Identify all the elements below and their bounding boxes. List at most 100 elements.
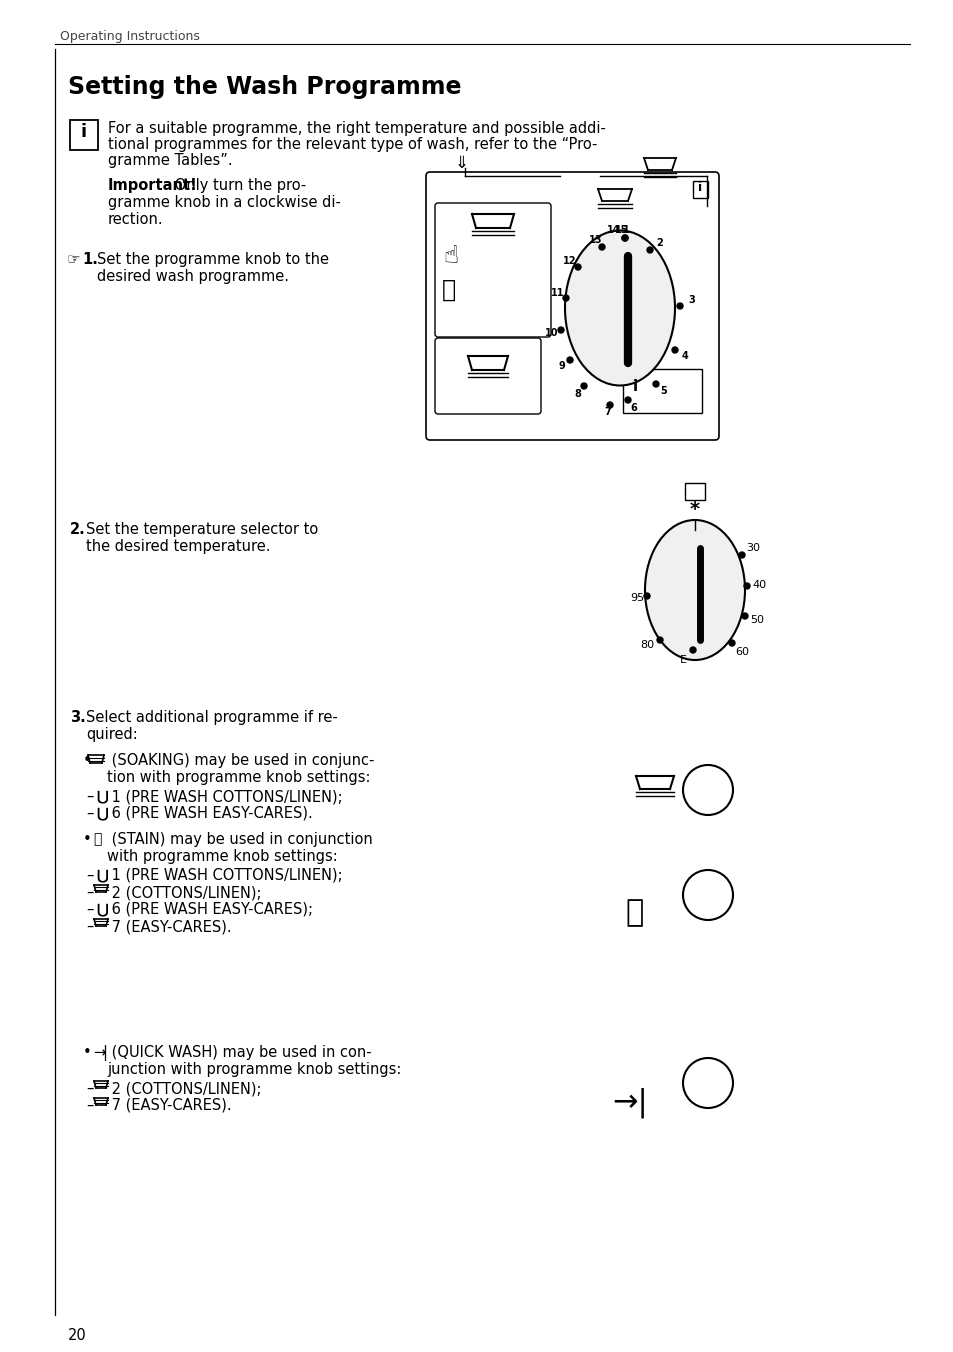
Circle shape xyxy=(671,347,678,353)
Text: 14: 14 xyxy=(607,224,620,235)
Text: the desired temperature.: the desired temperature. xyxy=(86,539,271,554)
Text: 6 (PRE WASH EASY-CARES);: 6 (PRE WASH EASY-CARES); xyxy=(107,902,313,917)
Text: tion with programme knob settings:: tion with programme knob settings: xyxy=(107,771,370,786)
Text: –: – xyxy=(86,790,93,804)
Text: →: → xyxy=(92,1045,106,1060)
Text: tional programmes for the relevant type of wash, refer to the “Pro-: tional programmes for the relevant type … xyxy=(108,137,597,151)
Text: 1.: 1. xyxy=(82,251,98,266)
Text: –: – xyxy=(86,902,93,917)
Circle shape xyxy=(575,264,580,270)
Text: –: – xyxy=(86,1098,93,1113)
Text: 3: 3 xyxy=(688,295,695,306)
Text: Operating Instructions: Operating Instructions xyxy=(60,30,200,43)
Text: quired:: quired: xyxy=(86,727,137,742)
Text: ☞: ☞ xyxy=(67,251,81,266)
Circle shape xyxy=(624,397,630,403)
Text: 6 (PRE WASH EASY-CARES).: 6 (PRE WASH EASY-CARES). xyxy=(107,806,313,821)
FancyBboxPatch shape xyxy=(622,369,701,412)
Circle shape xyxy=(652,381,659,387)
Circle shape xyxy=(621,235,627,241)
Text: 40: 40 xyxy=(752,580,766,589)
FancyBboxPatch shape xyxy=(435,203,551,337)
Text: 2: 2 xyxy=(656,238,662,247)
Text: 6: 6 xyxy=(630,403,637,412)
Text: 30: 30 xyxy=(745,544,760,553)
Text: *: * xyxy=(689,500,700,519)
Circle shape xyxy=(682,1059,732,1109)
Circle shape xyxy=(657,637,662,644)
Text: –: – xyxy=(86,886,93,900)
Text: •: • xyxy=(83,753,91,768)
Text: i: i xyxy=(698,181,701,193)
Text: gramme Tables”.: gramme Tables”. xyxy=(108,153,233,168)
Text: Set the temperature selector to: Set the temperature selector to xyxy=(86,522,318,537)
Circle shape xyxy=(598,243,604,250)
Circle shape xyxy=(558,327,563,333)
Circle shape xyxy=(646,247,652,253)
FancyBboxPatch shape xyxy=(435,338,540,414)
Circle shape xyxy=(682,869,732,919)
Text: ⋃: ⋃ xyxy=(96,790,108,803)
Text: ⛹: ⛹ xyxy=(625,898,643,927)
Circle shape xyxy=(728,639,734,646)
Text: 5: 5 xyxy=(659,387,667,396)
Circle shape xyxy=(606,402,613,408)
Text: 2 (COTTONS/LINEN);: 2 (COTTONS/LINEN); xyxy=(107,1082,261,1096)
Text: –: – xyxy=(86,806,93,821)
Text: –: – xyxy=(86,868,93,883)
Text: |: | xyxy=(102,1045,107,1061)
Text: Setting the Wash Programme: Setting the Wash Programme xyxy=(68,74,461,99)
Text: 15: 15 xyxy=(615,224,628,235)
Text: 80: 80 xyxy=(639,639,654,650)
Text: (QUICK WASH) may be used in con-: (QUICK WASH) may be used in con- xyxy=(107,1045,372,1060)
Text: Set the programme knob to the: Set the programme knob to the xyxy=(97,251,329,266)
Text: ⇓: ⇓ xyxy=(455,154,468,172)
Text: gramme knob in a clockwise di-: gramme knob in a clockwise di- xyxy=(108,195,340,210)
Text: 60: 60 xyxy=(734,648,748,657)
Text: •: • xyxy=(83,1045,91,1060)
Text: 13: 13 xyxy=(589,235,602,245)
Circle shape xyxy=(621,235,627,241)
Text: i: i xyxy=(633,379,638,393)
Text: 12: 12 xyxy=(562,256,577,266)
Text: 9: 9 xyxy=(558,361,565,370)
Text: ☝: ☝ xyxy=(442,243,457,268)
Text: ⋃: ⋃ xyxy=(96,902,108,917)
Text: •: • xyxy=(83,831,91,846)
Text: –: – xyxy=(86,919,93,934)
Text: 7: 7 xyxy=(604,407,611,416)
Text: For a suitable programme, the right temperature and possible addi-: For a suitable programme, the right temp… xyxy=(108,120,605,137)
Text: 10: 10 xyxy=(545,329,558,338)
Text: 11: 11 xyxy=(551,288,564,297)
Text: Select additional programme if re-: Select additional programme if re- xyxy=(86,710,337,725)
Text: →|: →| xyxy=(612,1088,647,1118)
Text: (STAIN) may be used in conjunction: (STAIN) may be used in conjunction xyxy=(107,831,373,846)
Circle shape xyxy=(739,552,744,558)
Text: Only turn the pro-: Only turn the pro- xyxy=(170,178,306,193)
Text: desired wash programme.: desired wash programme. xyxy=(97,269,289,284)
Text: 3.: 3. xyxy=(70,710,86,725)
Text: 50: 50 xyxy=(749,615,763,625)
Circle shape xyxy=(580,383,586,389)
Text: with programme knob settings:: with programme knob settings: xyxy=(107,849,337,864)
Bar xyxy=(70,120,98,150)
Text: 95: 95 xyxy=(629,594,643,603)
Circle shape xyxy=(643,594,649,599)
Text: 8: 8 xyxy=(574,389,580,399)
Circle shape xyxy=(682,765,732,815)
Text: (SOAKING) may be used in conjunc-: (SOAKING) may be used in conjunc- xyxy=(107,753,374,768)
Text: 1 (PRE WASH COTTONS/LINEN);: 1 (PRE WASH COTTONS/LINEN); xyxy=(107,790,342,804)
Text: 7 (EASY-CARES).: 7 (EASY-CARES). xyxy=(107,1098,232,1113)
Text: rection.: rection. xyxy=(108,212,164,227)
Circle shape xyxy=(562,295,568,301)
Text: junction with programme knob settings:: junction with programme knob settings: xyxy=(107,1063,401,1078)
Circle shape xyxy=(677,303,682,310)
Text: 7 (EASY-CARES).: 7 (EASY-CARES). xyxy=(107,919,232,934)
Text: 20: 20 xyxy=(68,1328,87,1343)
Text: Important!: Important! xyxy=(108,178,197,193)
Text: ⛹: ⛹ xyxy=(92,831,101,846)
Text: ⋃: ⋃ xyxy=(96,868,108,882)
Text: ⦿: ⦿ xyxy=(441,279,456,301)
Circle shape xyxy=(566,357,573,362)
Ellipse shape xyxy=(644,521,744,660)
